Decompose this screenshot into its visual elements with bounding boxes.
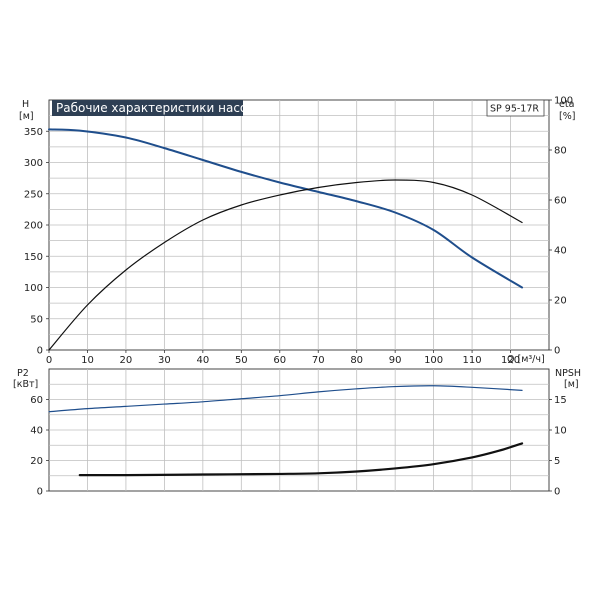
upper-y-left-tick-label: 350 xyxy=(24,127,43,138)
lower-y-left-tick-label: 0 xyxy=(37,487,43,498)
x-tick-label: 90 xyxy=(389,355,402,366)
x-axis-label: Q [м³/ч] xyxy=(507,354,545,365)
x-tick-label: 0 xyxy=(46,355,52,366)
lower-y-right-tick-label: 15 xyxy=(554,395,567,406)
upper-series-1-line xyxy=(48,179,523,351)
lower-series-0-line xyxy=(48,385,523,413)
upper-y-left-tick-label: 0 xyxy=(37,346,43,357)
upper-series-0-line xyxy=(48,128,524,289)
x-tick-label: 40 xyxy=(196,355,209,366)
x-tick-label: 110 xyxy=(463,355,482,366)
lower-series-1-line xyxy=(78,442,524,477)
head-efficiency-chart: 0 10 20 30 40 50 60 70 80 90 100 110 120050100150200… xyxy=(24,96,573,367)
upper-y-left-tick-label: 50 xyxy=(30,314,43,325)
x-tick-label: 70 xyxy=(312,355,325,366)
lower-y-right-tick-label: 5 xyxy=(554,456,560,467)
upper-y-left-tick-label: 250 xyxy=(24,189,43,200)
lower-y-left-tick-label: 40 xyxy=(30,426,43,437)
upper-y-left-tick-label: 100 xyxy=(24,283,43,294)
chart-title: Рабочие характеристики насоса xyxy=(56,101,261,115)
p2-label-unit: [кВт] xyxy=(13,379,38,390)
upper-y-right-tick-label: 20 xyxy=(554,296,567,307)
npsh-label-name: NPSH xyxy=(555,368,581,379)
y-left-label-unit: [м] xyxy=(19,111,34,122)
upper-y-right-tick-label: 0 xyxy=(554,346,560,357)
lower-y-left-tick-label: 20 xyxy=(30,456,43,467)
x-tick-label: 80 xyxy=(350,355,363,366)
chart-title-box xyxy=(52,100,243,116)
upper-y-right-tick-label: 100 xyxy=(554,96,573,107)
upper-y-right-tick-label: 60 xyxy=(554,196,567,207)
power-npsh-chart: 0 20 40 60 0 5 10 15 xyxy=(30,368,567,498)
y-right-label-unit: [%] xyxy=(559,111,575,122)
upper-y-left-tick-label: 200 xyxy=(24,221,43,232)
pump-model-box xyxy=(486,99,545,117)
x-tick-label: 50 xyxy=(235,355,248,366)
y-right-label-name: eta xyxy=(559,99,574,110)
upper-y-left-tick-label: 300 xyxy=(24,158,43,169)
lower-y-left-tick-label: 60 xyxy=(30,395,43,406)
lower-y-right-tick-label: 10 xyxy=(554,426,567,437)
x-tick-label: 20 xyxy=(120,355,133,366)
npsh-label-unit: [м] xyxy=(564,379,579,390)
x-tick-label: 30 xyxy=(158,355,171,366)
upper-y-right-tick-label: 80 xyxy=(554,146,567,157)
upper-y-left-tick-label: 150 xyxy=(24,252,43,263)
upper-y-right-tick-label: 40 xyxy=(554,246,567,257)
x-tick-label: 100 xyxy=(424,355,443,366)
x-tick-label: 10 xyxy=(81,355,94,366)
lower-y-right-tick-label: 0 xyxy=(554,487,560,498)
x-tick-label: 60 xyxy=(273,355,286,366)
pump-model-label: SP 95-17R xyxy=(490,104,539,115)
x-tick-label: 120 xyxy=(501,355,520,366)
y-left-label-name: H xyxy=(22,99,29,110)
p2-label-name: P2 xyxy=(17,368,29,379)
